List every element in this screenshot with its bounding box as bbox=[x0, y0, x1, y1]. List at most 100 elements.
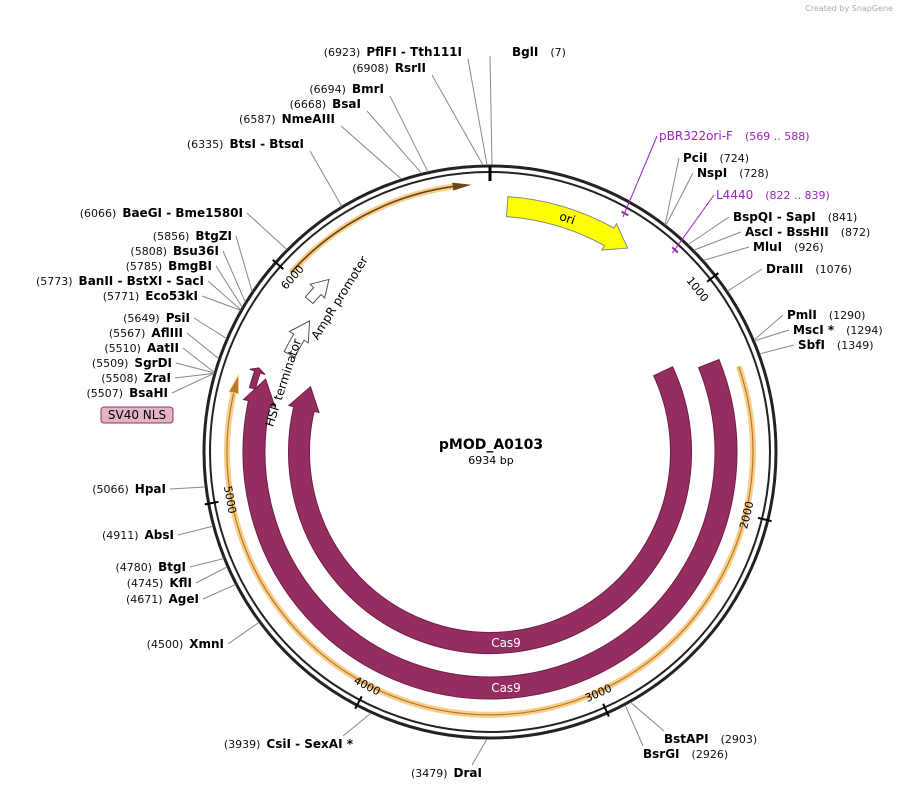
site-name: BspQI - SapI bbox=[733, 210, 816, 224]
site-position: (6335) bbox=[187, 138, 224, 151]
site-label: (3479) DraI bbox=[411, 766, 482, 780]
site-line bbox=[222, 250, 246, 303]
primer-range: (569 .. 588) bbox=[745, 130, 810, 143]
site-position: (5507) bbox=[87, 387, 124, 400]
site-position: (6694) bbox=[309, 83, 346, 96]
primer-label: pBR322ori-F (569 .. 588) bbox=[659, 129, 810, 143]
site-line bbox=[186, 332, 219, 359]
plasmid-length: 6934 bp bbox=[468, 454, 513, 467]
ampr-promoter-line bbox=[290, 185, 453, 274]
site-position: (872) bbox=[841, 226, 871, 239]
site-line bbox=[753, 314, 784, 341]
hsp-terminator-arrow bbox=[283, 320, 311, 358]
site-label: BstAPI (2903) bbox=[664, 732, 757, 746]
plasmid-name: pMOD_A0103 bbox=[439, 437, 543, 453]
site-position: (4745) bbox=[127, 577, 164, 590]
site-label: (4671) AgeI bbox=[126, 592, 199, 606]
site-name: KflI bbox=[169, 576, 192, 590]
site-line bbox=[189, 558, 224, 568]
feature-label: Cas9 bbox=[491, 636, 521, 650]
site-line bbox=[688, 216, 730, 245]
tick bbox=[602, 703, 610, 717]
site-name: PflFI - Tth111I bbox=[366, 45, 462, 59]
site-label: (5509) SgrDI bbox=[92, 356, 172, 370]
site-position: (5567) bbox=[109, 327, 146, 340]
site-position: (2926) bbox=[692, 748, 729, 761]
site-position: (5808) bbox=[130, 245, 167, 258]
site-line bbox=[630, 701, 665, 732]
site-name: CsiI - SexAI * bbox=[266, 737, 353, 751]
site-name: DraI bbox=[454, 766, 482, 780]
primer-line bbox=[672, 194, 715, 254]
site-label: (5773) BanII - BstXI - SacI bbox=[36, 274, 204, 288]
site-line bbox=[759, 344, 795, 355]
site-label: (6923) PflFI - Tth111I bbox=[324, 45, 462, 59]
site-position: (6587) bbox=[239, 113, 276, 126]
site-line bbox=[340, 125, 402, 180]
site-position: (3479) bbox=[411, 767, 448, 780]
sv40-nls-bar bbox=[248, 367, 266, 390]
site-position: (5510) bbox=[104, 342, 141, 355]
site-position: (6066) bbox=[80, 207, 117, 220]
site-position: (4911) bbox=[102, 529, 139, 542]
site-name: SbfI bbox=[798, 338, 825, 352]
site-label: (4780) BtgI bbox=[115, 560, 186, 574]
tick bbox=[757, 516, 772, 523]
site-line bbox=[665, 172, 694, 226]
site-line bbox=[227, 621, 260, 645]
site-position: (4780) bbox=[115, 561, 152, 574]
site-name: BsaHI bbox=[129, 386, 168, 400]
site-line bbox=[202, 584, 236, 600]
site-label: (5785) BmgBI bbox=[126, 259, 212, 273]
site-line bbox=[193, 317, 227, 339]
site-label: BsrGI (2926) bbox=[643, 747, 728, 761]
site-line bbox=[235, 235, 253, 292]
site-position: (1076) bbox=[815, 263, 852, 276]
site-label: (6587) NmeAIII bbox=[239, 112, 335, 126]
site-name: RsrII bbox=[395, 61, 426, 75]
site-name: BstAPI bbox=[664, 732, 709, 746]
site-position: (5509) bbox=[92, 357, 129, 370]
ampr-promoter-head bbox=[452, 182, 472, 191]
site-label: (4911) AbsI bbox=[102, 528, 174, 542]
site-position: (5771) bbox=[103, 290, 140, 303]
site-label: PmlI (1290) bbox=[787, 308, 865, 322]
site-position: (5773) bbox=[36, 275, 73, 288]
site-name: MscI * bbox=[793, 323, 835, 337]
site-position: (6668) bbox=[290, 98, 327, 111]
site-label: (6668) BsaI bbox=[290, 97, 361, 111]
site-label: (6694) BmrI bbox=[309, 82, 384, 96]
ori-arrow bbox=[505, 196, 629, 251]
site-line bbox=[309, 150, 343, 207]
site-line bbox=[195, 566, 228, 584]
site-label: MluI (926) bbox=[753, 240, 824, 254]
site-position: (4500) bbox=[147, 638, 184, 651]
tick bbox=[706, 272, 719, 283]
site-name: BanII - BstXI - SacI bbox=[79, 274, 204, 288]
tick-label: 5000 bbox=[221, 485, 239, 515]
site-name: BtsI - BtsαI bbox=[229, 137, 304, 151]
site-label: BglI (7) bbox=[512, 45, 566, 59]
credit: Created by SnapGene bbox=[805, 4, 893, 13]
site-line bbox=[389, 95, 429, 173]
site-name: Bsu36I bbox=[173, 244, 219, 258]
site-label: (4500) XmnI bbox=[147, 637, 224, 651]
ampr-promoter-arrow bbox=[304, 278, 330, 305]
site-line bbox=[207, 280, 242, 311]
tick bbox=[272, 259, 284, 270]
site-line bbox=[169, 486, 206, 490]
cas9-highlight-line bbox=[226, 366, 754, 716]
site-name: BmrI bbox=[352, 82, 384, 96]
site-line bbox=[342, 712, 372, 737]
site-label: (5771) Eco53kI bbox=[103, 289, 198, 303]
site-name: SgrDI bbox=[134, 356, 172, 370]
site-name: BtgZI bbox=[195, 229, 232, 243]
site-name: BsrGI bbox=[643, 747, 680, 761]
site-name: AgeI bbox=[169, 592, 199, 606]
site-name: MluI bbox=[753, 240, 782, 254]
site-position: (5785) bbox=[126, 260, 163, 273]
site-position: (5066) bbox=[92, 483, 129, 496]
site-line bbox=[171, 372, 215, 394]
site-label: (4745) KflI bbox=[127, 576, 192, 590]
